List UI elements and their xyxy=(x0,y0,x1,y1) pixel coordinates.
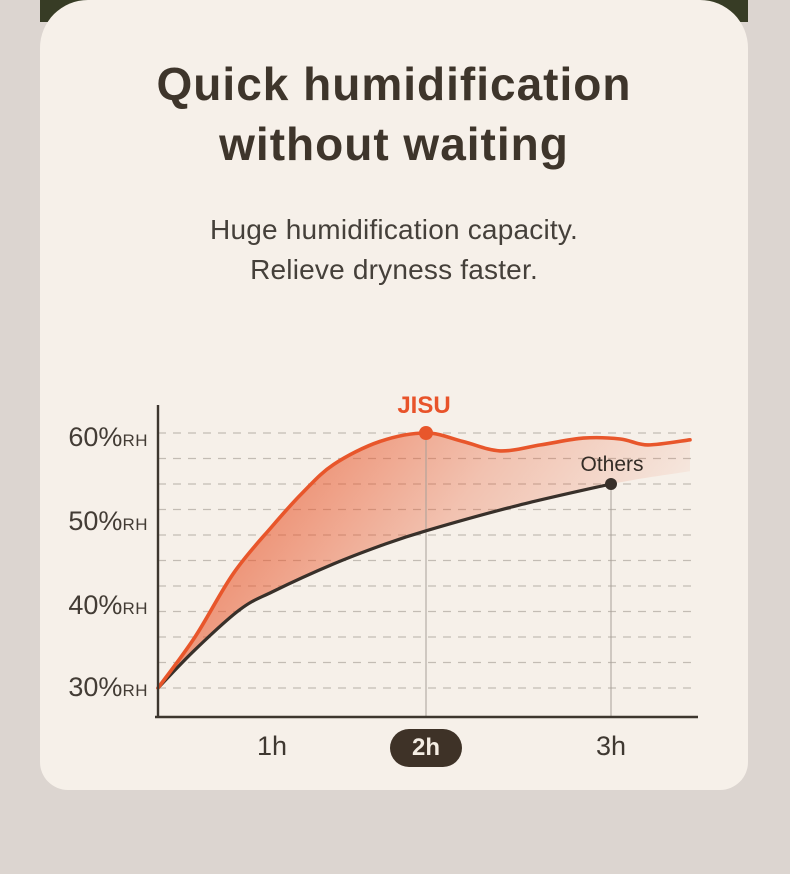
x-axis-tick-1h: 1h xyxy=(256,731,288,761)
page-title-line-1: Quick humidification xyxy=(156,58,632,110)
y-axis-tick-60: 60%RH xyxy=(68,422,148,452)
series-label-jisu: JISU xyxy=(397,392,451,419)
y-axis-tick-40: 40%RH xyxy=(68,590,148,620)
x-axis-tick-3h: 3h xyxy=(595,731,627,761)
series-label-others: Others xyxy=(580,453,644,476)
x-axis-tick-2h-pill: 2h xyxy=(389,729,463,767)
page-title-line-2: without waiting xyxy=(219,118,569,170)
content-card: Quick humidification without waiting Hug… xyxy=(40,0,748,790)
y-axis-tick-30: 30%RH xyxy=(68,672,148,702)
y-axis-tick-50: 50%RH xyxy=(68,506,148,536)
page-subtitle-line-1: Huge humidification capacity. xyxy=(210,214,578,245)
page-title: Quick humidification without waiting xyxy=(40,0,748,174)
page-subtitle: Huge humidification capacity. Relieve dr… xyxy=(40,174,748,290)
page-subtitle-line-2: Relieve dryness faster. xyxy=(250,254,538,285)
